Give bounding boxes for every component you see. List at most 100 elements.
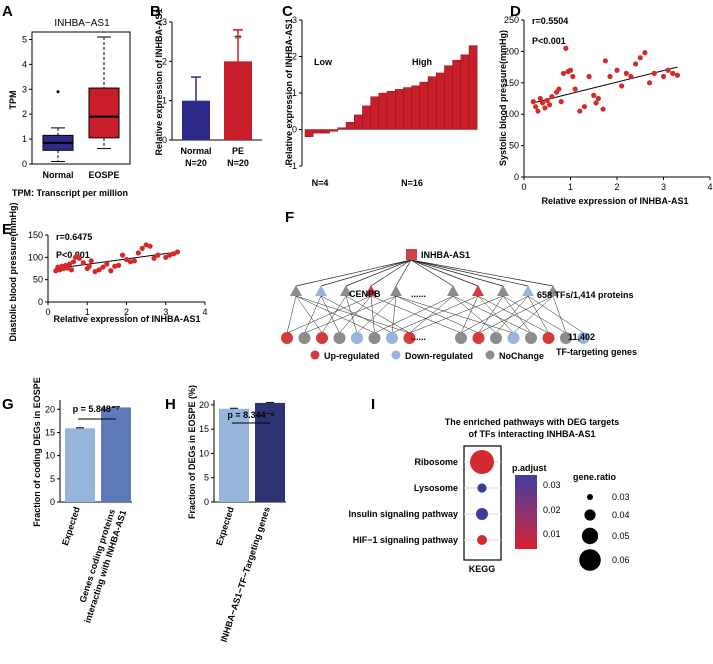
panel-g-ytick-ticklabel: 15 — [45, 427, 55, 437]
panel-a-xcat-normal: Normal — [42, 170, 73, 180]
panel-d-point — [619, 83, 625, 89]
tf-node-gray — [447, 285, 459, 296]
legend-down-dot — [391, 350, 401, 360]
panel-d-ytick-ticklabel: 50 — [509, 141, 519, 151]
panel-e-point — [100, 264, 106, 270]
panel-d-point — [642, 50, 648, 56]
panel-i-frame — [463, 445, 502, 561]
size-legend-dot — [587, 494, 593, 500]
panel-d-point — [665, 67, 671, 73]
panel-c-group-low: N=4 — [312, 178, 329, 188]
panel-a-ytick-ticklabel: 4 — [22, 59, 27, 69]
size-legend-label: 0.05 — [612, 531, 630, 541]
panel-d-point — [530, 99, 536, 105]
edge-tf-gene — [409, 295, 454, 334]
waterfall-bar — [403, 87, 412, 130]
panel-h: H Fraction of DEGs in EOSPE (%) 0 5 10 15 20… — [165, 385, 286, 643]
bar — [65, 428, 95, 502]
panel-d-point — [623, 70, 629, 76]
edge-tf-gene — [527, 295, 584, 334]
legend-nochange-label: NoChange — [499, 351, 544, 361]
panel-h-bars — [219, 401, 285, 502]
panel-i-label: I — [371, 396, 375, 413]
panel-g-xcat-expected: Expected — [60, 506, 82, 547]
panel-i-colorbar-title: p.adjust — [512, 463, 547, 473]
panel-i-cb-tick-003: 0.03 — [543, 480, 561, 490]
panel-a-boxes — [42, 36, 120, 163]
panel-a-ytick-ticklabel: 1 — [22, 134, 27, 144]
panel-e: E Diastolic blood pressure(mmHg) Relativ… — [2, 202, 208, 341]
panel-b-label: B — [150, 3, 161, 20]
panel-d-r: r=0.5504 — [532, 16, 568, 26]
panel-d-xticklabel: 0 — [521, 182, 526, 192]
panel-e-point — [155, 252, 161, 258]
size-legend-label: 0.04 — [612, 510, 630, 520]
panel-i-pathway-label: HIF−1 signaling pathway — [353, 535, 458, 545]
panel-b: B Relative expression of INHBA-AS1 0123 … — [150, 3, 262, 168]
panel-d-ytick-ticklabel: 200 — [504, 46, 519, 56]
waterfall-bar — [321, 129, 330, 134]
panel-i-cb-tick-002: 0.02 — [543, 505, 561, 515]
panel-a-yticks: 0 1 2 3 4 5 — [22, 34, 32, 169]
panel-d-point — [537, 95, 543, 102]
gene-node-blue — [577, 332, 590, 344]
waterfall-bar — [436, 72, 445, 130]
panel-i-dot — [476, 508, 488, 520]
gene-node-gray — [525, 332, 537, 344]
tf-node-gray — [390, 285, 402, 296]
panel-c-ytick-ticklabel: 1 — [292, 88, 297, 98]
edge-tf-gene — [477, 295, 514, 334]
edge-root-tf — [295, 259, 412, 287]
panel-e-point — [143, 242, 149, 248]
panel-d-ytick-ticklabel: 150 — [504, 78, 519, 88]
panel-c-low-annotation: Low — [314, 57, 333, 67]
panel-c-ytick-ticklabel: 3 — [292, 15, 297, 25]
waterfall-bar — [345, 121, 355, 130]
waterfall-bar — [468, 45, 478, 130]
gene-node-gray — [490, 332, 502, 344]
panel-f-target-count: 11,402 — [568, 332, 595, 342]
panel-h-ytick-ticklabel: 15 — [199, 424, 209, 434]
panel-d-xticklabel: 1 — [568, 182, 573, 192]
panel-b-xcat-normal: Normal — [180, 146, 211, 156]
panel-h-ytick-ticklabel: 5 — [204, 473, 209, 483]
panel-i-rows: Ribosome Lysosome Insulin signaling pathwa… — [348, 450, 501, 545]
root-node-inhba-as1 — [406, 249, 417, 260]
panel-d-point — [563, 45, 569, 51]
panel-f-tf-ellipsis: ...... — [411, 289, 426, 299]
edge-tf-gene — [452, 295, 497, 334]
edge-root-tf — [410, 259, 504, 287]
edge-root-tf — [395, 259, 412, 287]
panel-c-high-annotation: High — [412, 57, 432, 67]
panel-c-bars — [304, 45, 478, 138]
panel-e-point — [167, 252, 173, 258]
size-legend-dot — [581, 527, 599, 545]
panel-e-xticklabel: 4 — [202, 307, 207, 317]
panel-f-gene-ellipsis: ...... — [411, 332, 426, 342]
panel-e-point — [131, 258, 137, 264]
panel-d-points — [530, 45, 681, 114]
tf-node-gray — [340, 285, 352, 296]
edge-tf-gene — [374, 295, 454, 334]
gene-node-gray — [560, 332, 572, 344]
gene-node-red — [316, 332, 328, 344]
panel-g-bars — [65, 406, 131, 502]
edge-root-tf — [370, 259, 412, 287]
edge-tf-gene — [513, 295, 554, 334]
edge-tf-gene — [286, 295, 297, 334]
panel-a-ytick-ticklabel: 5 — [22, 34, 27, 44]
panel-e-xticklabel: 0 — [45, 307, 50, 317]
size-legend-dot — [579, 549, 601, 571]
panel-e-ytick-ticklabel: 150 — [28, 230, 43, 240]
panel-e-point — [151, 255, 157, 261]
panel-c-group-high: N=16 — [401, 178, 423, 188]
panel-h-ytick-ticklabel: 10 — [199, 448, 209, 458]
panel-i-dot — [477, 483, 487, 493]
panel-i-colorbar — [515, 475, 537, 549]
size-legend-label: 0.06 — [612, 555, 630, 565]
panel-d-point — [660, 73, 667, 80]
panel-g-ytick-ticklabel: 0 — [50, 497, 55, 507]
edge-tf-gene — [370, 295, 375, 334]
panel-d-point — [646, 80, 653, 86]
panel-d-ytick-ticklabel: 100 — [504, 109, 519, 119]
